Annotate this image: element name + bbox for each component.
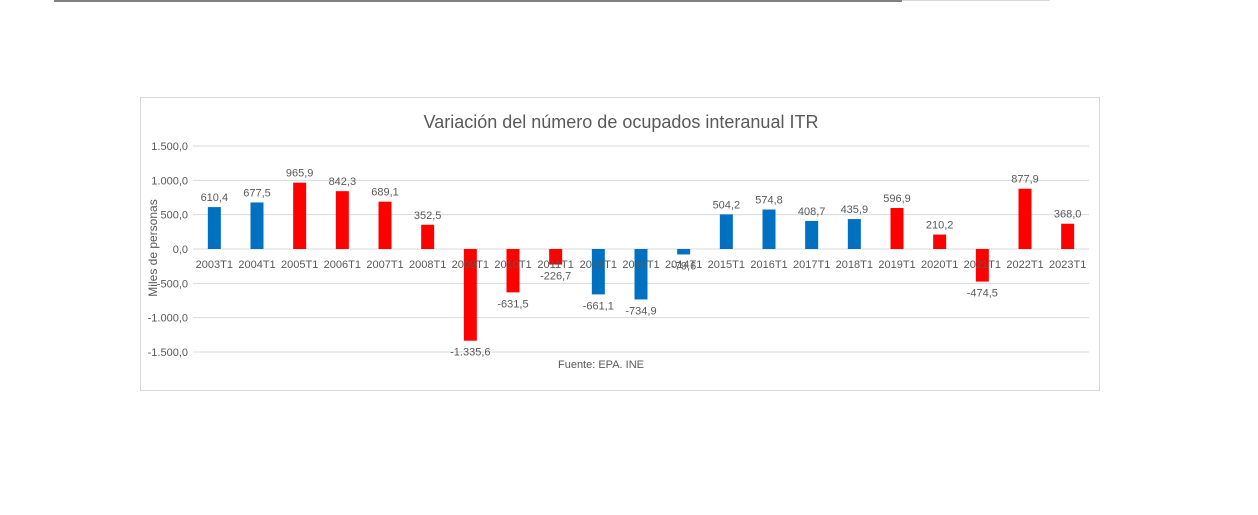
x-tick-label: 2017T1 xyxy=(793,259,830,271)
data-label: -734,9 xyxy=(625,305,656,317)
x-tick-label: 2007T1 xyxy=(366,259,403,271)
chart-title: Variación del número de ocupados interan… xyxy=(424,112,819,132)
data-label: 210,2 xyxy=(926,220,954,232)
data-label: 842,3 xyxy=(329,176,357,188)
source-note: Fuente: EPA. INE xyxy=(558,359,644,371)
bar xyxy=(463,249,477,341)
x-tick-label: 2023T1 xyxy=(1049,259,1086,271)
x-tick-label: 2019T1 xyxy=(878,259,915,271)
data-label: -661,1 xyxy=(583,300,614,312)
data-label: 574,8 xyxy=(755,195,783,207)
x-tick-label: 2013T1 xyxy=(622,259,659,271)
bar xyxy=(1018,188,1032,249)
bar xyxy=(847,219,861,249)
bar xyxy=(207,207,221,249)
data-label: 408,7 xyxy=(798,206,826,218)
x-tick-label: 2018T1 xyxy=(836,259,873,271)
y-tick-label: -500,0 xyxy=(157,278,188,290)
data-label: -474,5 xyxy=(967,288,998,300)
data-label: -1.335,6 xyxy=(450,347,490,359)
x-tick-label: 2022T1 xyxy=(1006,259,1043,271)
x-tick-label: 2010T1 xyxy=(494,259,531,271)
x-tick-label: 2009T1 xyxy=(452,259,489,271)
bar xyxy=(1061,223,1075,249)
x-tick-label: 2020T1 xyxy=(921,259,958,271)
y-tick-label: 500,0 xyxy=(160,210,188,222)
bar xyxy=(975,249,989,282)
chart-container: Variación del número de ocupados interan… xyxy=(140,97,1100,391)
data-label: 610,4 xyxy=(201,192,229,204)
data-label: 435,9 xyxy=(841,204,869,216)
data-label: 368,0 xyxy=(1054,209,1082,221)
bar xyxy=(506,249,520,293)
y-tick-label: -1.500,0 xyxy=(148,347,188,359)
x-tick-label: 2011T1 xyxy=(537,259,574,271)
data-label: 877,9 xyxy=(1011,174,1039,186)
bar xyxy=(591,249,605,295)
bar xyxy=(378,201,392,249)
bar xyxy=(250,202,264,249)
x-tick-label: 2021T1 xyxy=(964,259,1001,271)
y-tick-label: 0,0 xyxy=(173,244,188,256)
data-label: 677,5 xyxy=(243,187,271,199)
data-label: 596,9 xyxy=(883,193,911,205)
bar xyxy=(933,234,947,249)
y-tick-label: 1.500,0 xyxy=(151,141,188,153)
data-label: 689,1 xyxy=(371,187,399,199)
bar xyxy=(719,214,733,249)
bar xyxy=(890,208,904,249)
data-label: -631,5 xyxy=(497,298,528,310)
x-tick-label: 2006T1 xyxy=(324,259,361,271)
bar xyxy=(762,209,776,249)
bar xyxy=(293,182,307,249)
bar xyxy=(549,249,563,265)
y-axis-label: Miles de personas xyxy=(146,199,160,296)
x-tick-label: 2016T1 xyxy=(750,259,787,271)
x-tick-label: 2005T1 xyxy=(281,259,318,271)
x-tick-label: 2008T1 xyxy=(409,259,446,271)
data-label: -226,7 xyxy=(540,271,571,283)
data-label: 352,5 xyxy=(414,210,442,222)
x-tick-label: 2015T1 xyxy=(708,259,745,271)
data-label: 504,2 xyxy=(713,199,741,211)
y-tick-label: 1.000,0 xyxy=(151,175,188,187)
data-label: -79,6 xyxy=(671,260,696,272)
x-tick-label: 2012T1 xyxy=(580,259,617,271)
x-tick-label: 2004T1 xyxy=(238,259,275,271)
top-divider xyxy=(54,0,902,2)
bar-chart: Variación del número de ocupados interan… xyxy=(146,112,1089,371)
top-divider-light xyxy=(902,0,1050,1)
bar xyxy=(634,249,648,300)
x-tick-label: 2003T1 xyxy=(196,259,233,271)
bar xyxy=(805,220,819,249)
bar xyxy=(677,249,691,255)
data-label: 965,9 xyxy=(286,168,314,180)
y-tick-label: -1.000,0 xyxy=(148,313,188,325)
bar xyxy=(335,191,349,249)
bar xyxy=(421,224,435,249)
x-tick-label: 2014T1 xyxy=(665,259,702,271)
